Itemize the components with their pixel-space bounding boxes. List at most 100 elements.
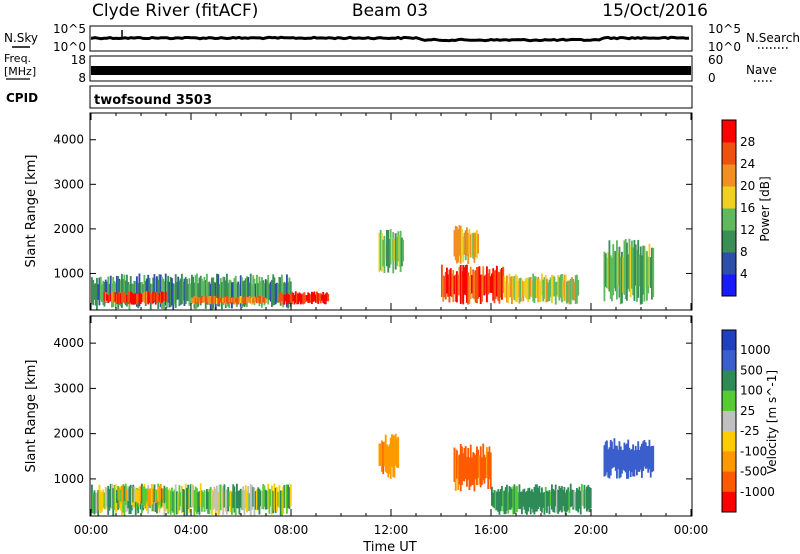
heatmap-cell xyxy=(458,225,461,256)
heatmap-cell xyxy=(263,485,266,507)
velocity-colorbar: 1000 500 100 25 -25 -100 -500 -1000 xyxy=(721,329,775,513)
heatmap-cell xyxy=(517,492,520,509)
heatmap-cell xyxy=(258,276,261,307)
xtick-label: 00:00 xyxy=(74,523,109,537)
heatmap-cell xyxy=(274,487,277,513)
heatmap-cell xyxy=(503,490,506,515)
heatmap-cell xyxy=(263,297,266,304)
heatmap-cell xyxy=(547,491,550,507)
heatmap-cell xyxy=(523,488,526,510)
heatmap-cell xyxy=(149,488,152,506)
heatmap-cell xyxy=(194,486,197,512)
velocity-colorbar-swatch xyxy=(722,431,736,452)
heatmap-cell xyxy=(518,484,521,510)
power-colorbar-swatch xyxy=(722,186,736,209)
heatmap-cell xyxy=(116,489,118,503)
heatmap-cell xyxy=(208,488,211,515)
heatmap-cell xyxy=(128,486,131,515)
heatmap-cell xyxy=(482,266,485,296)
heatmap-cell xyxy=(207,282,210,305)
heatmap-cell xyxy=(183,489,186,516)
heatmap-cell xyxy=(139,485,142,503)
heatmap-cell xyxy=(199,296,202,303)
heatmap-cell xyxy=(258,488,261,515)
heatmap-cell xyxy=(441,264,443,298)
heatmap-cell xyxy=(509,487,512,510)
heatmap-cell xyxy=(624,444,627,473)
heatmap-cell xyxy=(519,491,522,510)
heatmap-cell xyxy=(469,234,472,258)
heatmap-cell xyxy=(94,492,97,514)
heatmap-cell xyxy=(106,488,108,507)
heatmap-cell xyxy=(182,281,185,301)
heatmap-cell xyxy=(266,490,268,510)
heatmap-cell xyxy=(389,229,392,265)
heatmap-cell xyxy=(136,293,138,305)
heatmap-cell xyxy=(134,488,137,502)
heatmap-cell xyxy=(398,235,401,267)
heatmap-cell xyxy=(533,276,536,303)
heatmap-cell xyxy=(626,242,628,301)
power-yticks: 1000 2000 3000 4000 xyxy=(53,133,692,280)
heatmap-cell xyxy=(616,445,618,479)
heatmap-cell xyxy=(156,276,158,303)
heatmap-cell xyxy=(493,271,496,304)
heatmap-cell xyxy=(468,457,471,490)
heatmap-cell xyxy=(474,455,477,480)
heatmap-cell xyxy=(378,443,381,466)
heatmap-cell xyxy=(237,297,240,305)
heatmap-cell xyxy=(308,293,311,303)
heatmap-cell xyxy=(474,232,477,258)
heatmap-cell xyxy=(261,277,263,308)
heatmap-cell xyxy=(276,487,278,512)
heatmap-cell xyxy=(617,449,620,469)
heatmap-cell xyxy=(572,279,575,301)
xtick-label: 16:00 xyxy=(474,523,509,537)
heatmap-cell xyxy=(97,284,100,300)
heatmap-cell xyxy=(293,295,296,305)
heatmap-cell xyxy=(542,279,545,302)
heatmap-cell xyxy=(181,486,183,514)
heatmap-cell xyxy=(294,291,297,304)
heatmap-cell xyxy=(123,485,126,501)
heatmap-cell xyxy=(499,489,502,512)
heatmap-cell xyxy=(318,293,321,301)
power-colorbar: 4 8 12 16 20 24 28 xyxy=(721,119,755,297)
heatmap-cell xyxy=(473,232,476,263)
heatmap-cell xyxy=(521,279,523,299)
heatmap-cell xyxy=(638,254,641,287)
heatmap-cell xyxy=(608,447,611,479)
heatmap-cell xyxy=(286,484,288,514)
heatmap-cell xyxy=(236,483,238,509)
heatmap-cell xyxy=(262,280,265,300)
heatmap-cell xyxy=(491,273,493,293)
heatmap-cell xyxy=(251,284,253,305)
heatmap-cell xyxy=(212,297,215,304)
heatmap-cell xyxy=(652,247,655,298)
power-cells xyxy=(91,225,655,310)
heatmap-cell xyxy=(547,282,550,302)
heatmap-cell xyxy=(464,265,467,296)
heatmap-cell xyxy=(126,489,128,501)
heatmap-cell xyxy=(96,492,98,514)
heatmap-cell xyxy=(557,490,560,514)
heatmap-cell xyxy=(284,486,287,507)
heatmap-cell xyxy=(244,295,247,303)
heatmap-cell xyxy=(381,233,383,272)
heatmap-cell xyxy=(153,292,156,301)
heatmap-cell xyxy=(262,297,265,303)
heatmap-cell xyxy=(211,296,213,304)
heatmap-cell xyxy=(243,297,246,303)
heatmap-cell xyxy=(288,487,291,509)
xtick-label: 08:00 xyxy=(274,523,309,537)
heatmap-cell xyxy=(229,280,232,301)
heatmap-cell xyxy=(392,435,395,477)
heatmap-cell xyxy=(644,250,647,288)
heatmap-cell xyxy=(476,229,478,259)
velocity-colorbar-tick: 500 xyxy=(740,363,763,377)
heatmap-cell xyxy=(472,232,475,259)
heatmap-cell xyxy=(134,293,137,305)
heatmap-cell xyxy=(511,489,513,508)
heatmap-cell xyxy=(553,490,556,513)
heatmap-cell xyxy=(104,487,107,510)
